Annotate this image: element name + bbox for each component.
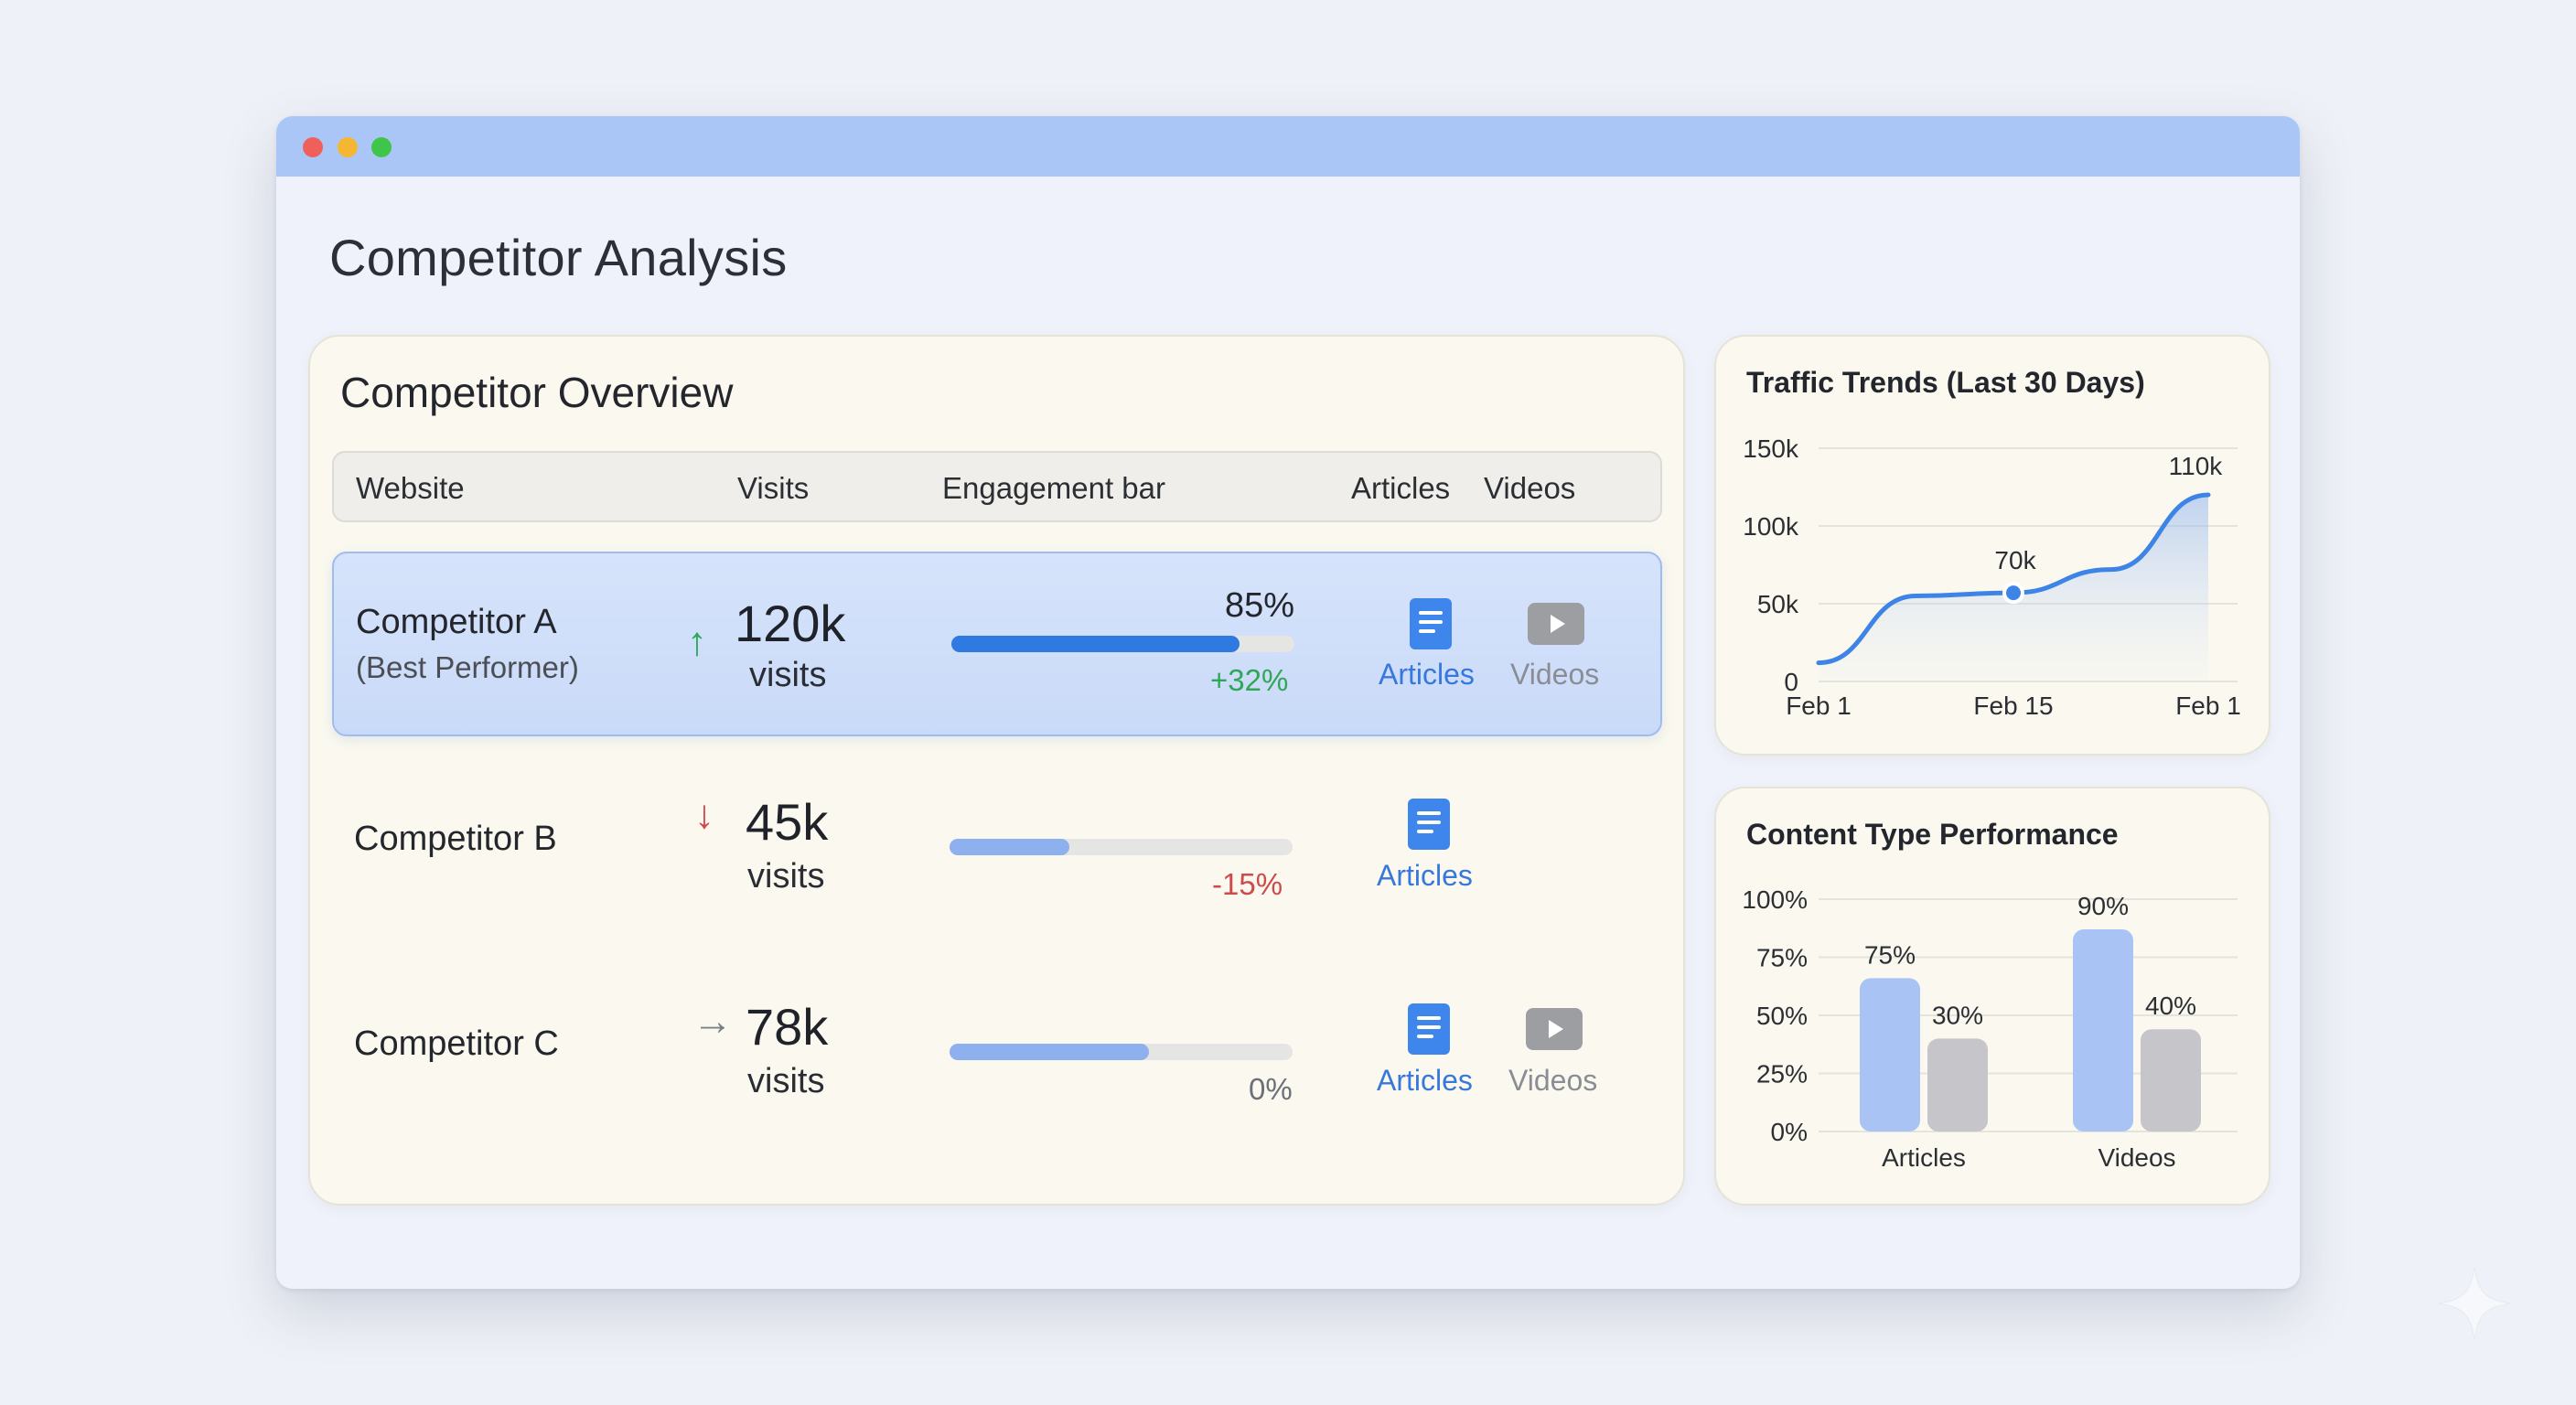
bar[interactable] (1860, 978, 1920, 1132)
table-row[interactable]: Competitor C → 78k visits 0% Articles Vi… (332, 960, 1662, 1145)
bar-value-label: 40% (2145, 992, 2196, 1020)
column-visits[interactable]: Visits (737, 471, 810, 505)
bar-value-label: 90% (2077, 892, 2129, 920)
table-header: Website Visits Engagement bar Articles V… (332, 451, 1662, 522)
bar[interactable] (2141, 1029, 2201, 1132)
y-tick-label: 100k (1743, 512, 1799, 541)
arrow-up-icon: ↑ (687, 619, 707, 664)
traffic-line-chart: 0 50k 100k 150k Feb 1 Feb 15 Feb 1 70k 110k (1743, 434, 2241, 720)
articles-link[interactable]: Articles (1377, 1064, 1473, 1097)
column-articles[interactable]: Articles (1351, 471, 1451, 505)
x-tick-label: Feb 1 (2175, 692, 2241, 720)
visits-label: visits (747, 1062, 825, 1100)
maximize-window-button[interactable] (371, 137, 392, 157)
competitor-name: Competitor A (356, 603, 557, 641)
category-label: Videos (2098, 1143, 2175, 1172)
y-tick-label: 75% (1756, 944, 1808, 972)
articles-icon[interactable] (1408, 1003, 1450, 1055)
engagement-bar-fill (950, 839, 1070, 855)
change-percent: +32% (1210, 663, 1289, 697)
competitor-name: Competitor B (354, 820, 557, 858)
close-window-button[interactable] (303, 137, 323, 157)
table-row[interactable]: Competitor A (Best Performer) ↑ 120k vis… (332, 552, 1662, 736)
table-row[interactable]: Competitor B ↓ 45k visits -15% Articles (332, 756, 1662, 940)
engagement-bar (951, 636, 1294, 652)
visits-value: 120k (735, 595, 846, 652)
bar-value-label: 75% (1864, 940, 1916, 969)
competitor-subtitle: (Best Performer) (356, 650, 579, 684)
x-tick-label: Feb 15 (1973, 692, 2053, 720)
change-percent: 0% (1249, 1072, 1293, 1106)
engagement-percent: 85% (1225, 586, 1295, 625)
y-tick-label: 0 (1784, 668, 1798, 696)
competitor-overview-card: Competitor Overview Website Visits Engag… (308, 335, 1685, 1206)
column-videos[interactable]: Videos (1484, 471, 1576, 505)
video-play-icon[interactable] (1526, 1008, 1583, 1050)
articles-icon[interactable] (1408, 799, 1450, 850)
content-bar-chart: 0% 25% 50% 75% 100% 75% 30% Articles 90% 40% Video… (1742, 885, 2238, 1172)
visits-label: visits (747, 857, 825, 896)
engagement-bar (950, 839, 1293, 855)
video-play-icon[interactable] (1528, 603, 1584, 645)
bar[interactable] (2073, 929, 2133, 1132)
traffic-trends-card: Traffic Trends (Last 30 Days) 0 50k 100k 15… (1714, 335, 2270, 756)
y-tick-label: 50% (1756, 1002, 1808, 1030)
y-tick-label: 25% (1756, 1060, 1808, 1089)
engagement-bar-fill (951, 636, 1240, 652)
articles-link[interactable]: Articles (1377, 859, 1473, 892)
engagement-bar-fill (950, 1044, 1149, 1060)
change-percent: -15% (1212, 867, 1283, 901)
content-type-card: Content Type Performance 0% 25% 50% 75% 100%… (1714, 787, 2270, 1206)
y-tick-label: 0% (1771, 1118, 1808, 1146)
visits-value: 78k (746, 998, 829, 1056)
sparkle-icon (2437, 1266, 2512, 1341)
data-point[interactable] (2002, 582, 2024, 605)
x-tick-label: Feb 1 (1786, 692, 1852, 720)
bar-value-label: 30% (1932, 1001, 1983, 1029)
arrow-down-icon: ↓ (694, 792, 714, 837)
articles-icon[interactable] (1410, 598, 1452, 649)
data-label: 70k (1994, 546, 2036, 574)
app-window: Competitor Analysis Competitor Overview … (276, 116, 2300, 1289)
arrow-right-icon: → (692, 999, 733, 1044)
minimize-window-button[interactable] (338, 137, 358, 157)
y-tick-label: 150k (1743, 434, 1799, 463)
window-titlebar (276, 116, 2300, 177)
competitor-name: Competitor C (354, 1024, 559, 1063)
visits-value: 45k (746, 793, 829, 851)
traffic-trends-title: Traffic Trends (Last 30 Days) (1746, 366, 2145, 399)
videos-link[interactable]: Videos (1508, 1064, 1598, 1097)
page-title: Competitor Analysis (329, 229, 788, 286)
y-tick-label: 100% (1742, 885, 1808, 914)
articles-link[interactable]: Articles (1379, 658, 1475, 691)
data-label: 110k (2169, 452, 2224, 480)
traffic-area (1819, 495, 2208, 681)
bar[interactable] (1927, 1038, 1988, 1132)
overview-title: Competitor Overview (340, 369, 734, 416)
category-label: Articles (1882, 1143, 1966, 1172)
y-tick-label: 50k (1757, 590, 1799, 618)
column-website[interactable]: Website (356, 471, 465, 505)
visits-label: visits (749, 656, 827, 694)
column-engagement[interactable]: Engagement bar (942, 471, 1166, 505)
content-type-title: Content Type Performance (1746, 818, 2119, 851)
engagement-bar (950, 1044, 1293, 1060)
videos-link[interactable]: Videos (1510, 658, 1600, 691)
